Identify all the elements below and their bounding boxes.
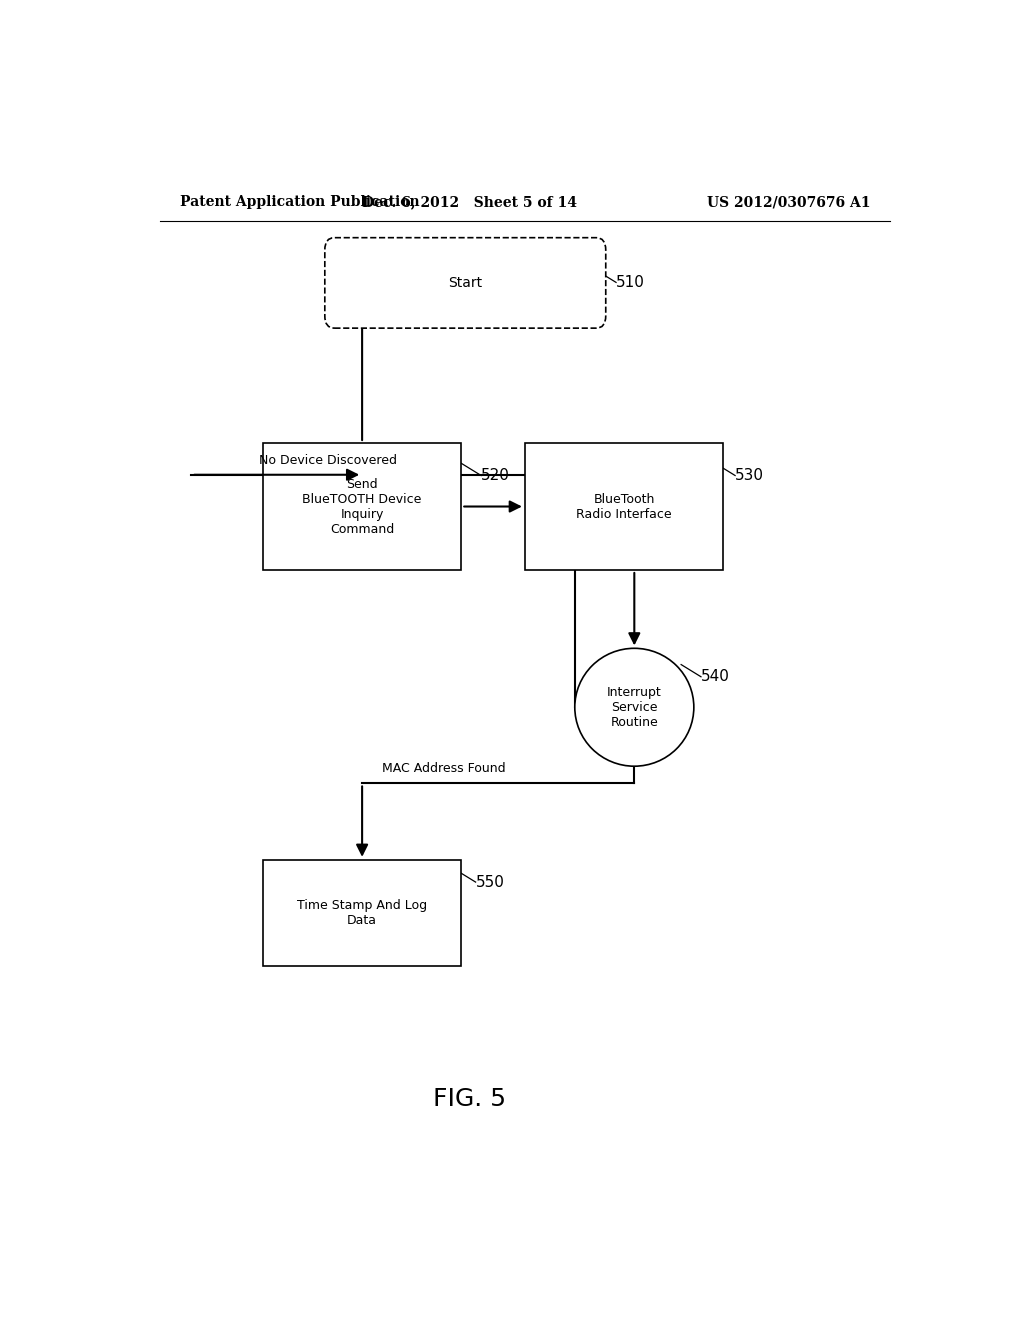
Text: MAC Address Found: MAC Address Found [382,763,506,775]
Text: FIG. 5: FIG. 5 [433,1086,506,1110]
Text: BlueTooth
Radio Interface: BlueTooth Radio Interface [577,492,672,520]
Text: 510: 510 [616,275,645,290]
Text: 530: 530 [735,469,764,483]
Text: Patent Application Publication: Patent Application Publication [179,195,419,209]
Text: US 2012/0307676 A1: US 2012/0307676 A1 [707,195,870,209]
Text: 550: 550 [475,875,505,890]
Text: Dec. 6, 2012   Sheet 5 of 14: Dec. 6, 2012 Sheet 5 of 14 [361,195,577,209]
Text: 520: 520 [481,469,510,483]
Text: No Device Discovered: No Device Discovered [259,454,397,467]
Text: 540: 540 [701,669,730,684]
Bar [524,444,723,570]
Text: Time Stamp And Log
Data: Time Stamp And Log Data [297,899,427,927]
FancyBboxPatch shape [325,238,606,329]
Ellipse shape [574,648,694,766]
Bar [263,859,461,966]
Text: Send
BlueTOOTH Device
Inquiry
Command: Send BlueTOOTH Device Inquiry Command [302,478,422,536]
Text: Interrupt
Service
Routine: Interrupt Service Routine [607,686,662,729]
Text: Start: Start [449,276,482,290]
Bar [263,444,461,570]
